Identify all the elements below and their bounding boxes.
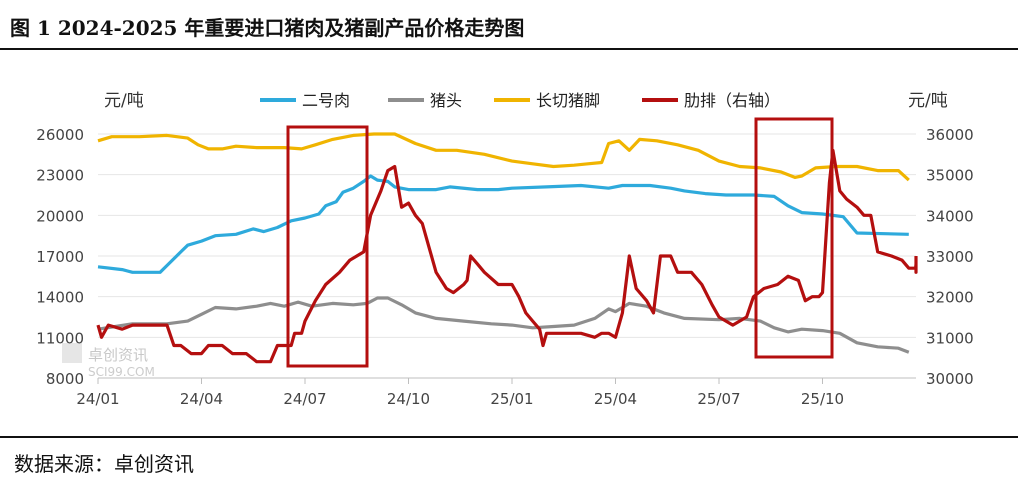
- x-tick-label: 24/10: [387, 390, 430, 408]
- series-line: [97, 132, 910, 182]
- watermark-logo-icon: [62, 343, 82, 363]
- watermark-site: SCI99.COM: [88, 365, 155, 379]
- left-axis-unit: 元/吨: [104, 91, 144, 111]
- left-tick-label: 17000: [36, 248, 84, 266]
- right-tick-label: 30000: [926, 370, 974, 388]
- left-tick-label: 11000: [36, 329, 84, 347]
- right-tick-label: 35000: [926, 167, 974, 185]
- legend: 二号肉 猪头 长切猪脚 肋排（右轴）: [260, 91, 780, 110]
- highlight-box-summer-2024: [286, 125, 369, 368]
- x-tick-label: 25/04: [594, 390, 637, 408]
- left-tick-label: 23000: [36, 167, 84, 185]
- left-tick-label: 20000: [36, 207, 84, 225]
- x-tick-label: 25/01: [490, 390, 533, 408]
- x-tick-label: 24/04: [180, 390, 223, 408]
- right-tick-label: 33000: [926, 248, 974, 266]
- series-lines: [96, 132, 918, 364]
- watermark: 卓创资讯 SCI99.COM: [62, 343, 155, 379]
- right-tick-label: 36000: [926, 126, 974, 144]
- title-bar: 图 1 2024-2025 年重要进口猪肉及猪副产品价格走势图: [0, 0, 1018, 50]
- x-tick-label: 25/07: [697, 390, 740, 408]
- gridlines: [98, 133, 916, 338]
- series-line: [97, 296, 910, 354]
- right-tick-label: 31000: [926, 329, 974, 347]
- source-bar: 数据来源：卓创资讯: [0, 436, 1018, 481]
- x-axis-ticks: 24/01 24/04 24/07 24/10 25/01 25/04 25/07 25/10: [76, 378, 844, 408]
- right-axis-unit: 元/吨: [908, 91, 948, 111]
- x-tick-label: 24/07: [283, 390, 326, 408]
- right-tick-label: 34000: [926, 207, 974, 225]
- watermark-name: 卓创资讯: [88, 346, 148, 364]
- legend-label: 猪头: [430, 91, 462, 110]
- left-tick-label: 14000: [36, 289, 84, 307]
- chart-title: 图 1 2024-2025 年重要进口猪肉及猪副产品价格走势图: [10, 16, 525, 40]
- x-tick-label: 24/01: [76, 390, 119, 408]
- left-axis-ticks: 8000 11000 14000 17000 20000 23000 26000: [36, 126, 84, 388]
- series-line: [96, 148, 918, 364]
- series-line: [97, 174, 909, 274]
- highlight-box-autumn-2025: [754, 117, 834, 359]
- right-axis-ticks: 30000 31000 32000 33000 34000 35000 36000: [926, 126, 974, 388]
- legend-label: 二号肉: [302, 91, 350, 110]
- source-note: 数据来源：卓创资讯: [14, 452, 194, 476]
- left-tick-label: 8000: [46, 370, 84, 388]
- right-tick-label: 32000: [926, 289, 974, 307]
- left-tick-label: 26000: [36, 126, 84, 144]
- x-tick-label: 25/10: [801, 390, 844, 408]
- legend-label: 肋排（右轴）: [684, 91, 780, 110]
- legend-label: 长切猪脚: [536, 91, 600, 110]
- highlight-boxes: [286, 117, 834, 368]
